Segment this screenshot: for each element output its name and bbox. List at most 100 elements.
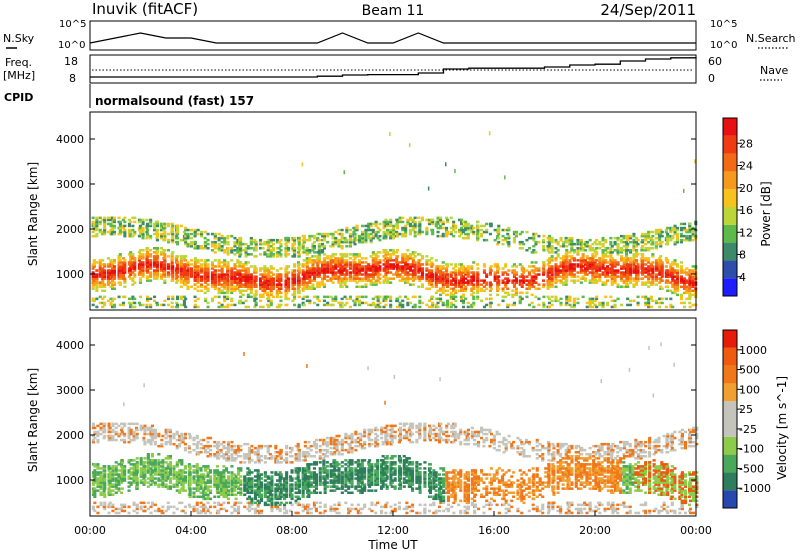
scatter-cell <box>206 259 210 262</box>
scatter-cell <box>620 279 624 282</box>
scatter-cell <box>170 259 174 262</box>
scatter-cell <box>396 234 400 238</box>
scatter-cell <box>651 277 655 280</box>
scatter-cell <box>103 428 107 432</box>
scatter-cell <box>129 257 133 260</box>
scatter-cell <box>129 303 133 307</box>
scatter-cell <box>431 230 435 234</box>
scatter-cell <box>398 273 402 276</box>
scatter-cell <box>196 265 200 268</box>
scatter-cell <box>200 247 204 250</box>
scatter-cell <box>301 245 305 248</box>
scatter-cell <box>654 269 658 272</box>
scatter-cell <box>647 261 651 264</box>
scatter-cell <box>470 224 474 228</box>
scatter-cell <box>171 251 175 254</box>
scatter-cell <box>425 303 429 307</box>
scatter-cell <box>452 234 456 238</box>
scatter-cell <box>107 487 111 490</box>
scatter-cell <box>449 273 453 276</box>
scatter-cell <box>445 162 447 167</box>
scatter-cell <box>155 303 159 307</box>
scatter-cell <box>213 240 217 244</box>
scatter-cell <box>568 267 572 270</box>
scatter-cell <box>161 461 165 464</box>
scatter-cell <box>504 283 508 286</box>
scatter-cell <box>159 273 163 276</box>
scatter-cell <box>591 297 595 301</box>
scatter-cell <box>108 426 112 430</box>
scatter-cell <box>163 232 167 236</box>
scatter-cell <box>217 249 221 252</box>
scatter-cell <box>497 226 501 230</box>
scatter-cell <box>418 228 422 232</box>
scatter-cell <box>518 279 522 282</box>
scatter-cell <box>371 259 375 262</box>
scatter-cell <box>196 305 200 309</box>
scatter-cell <box>418 263 422 266</box>
scatter-cell <box>511 293 515 297</box>
scatter-cell <box>285 297 289 301</box>
scatter-cell <box>537 240 541 244</box>
scatter-cell <box>688 236 692 240</box>
scatter-cell <box>293 253 297 256</box>
scatter-cell <box>226 291 230 295</box>
scatter-cell <box>127 428 131 432</box>
scatter-cell <box>186 242 190 246</box>
scatter-cell <box>530 251 534 254</box>
scatter-cell <box>679 226 683 230</box>
scatter-cell <box>139 426 143 430</box>
scatter-cell <box>570 267 574 270</box>
scatter-cell <box>99 426 103 430</box>
scatter-cell <box>246 285 250 288</box>
scatter-cell <box>111 216 115 220</box>
scatter-cell <box>378 277 382 280</box>
scatter-cell <box>271 279 275 282</box>
scatter-cell <box>647 232 651 236</box>
scatter-cell <box>340 257 344 260</box>
scatter-cell <box>239 253 243 256</box>
scatter-cell <box>550 279 554 282</box>
scatter-cell <box>334 242 338 246</box>
scatter-cell <box>241 269 245 272</box>
scatter-cell <box>96 489 100 492</box>
scatter-cell <box>146 261 150 264</box>
scatter-cell <box>629 275 633 278</box>
scatter-cell <box>622 236 626 240</box>
scatter-cell <box>562 242 566 246</box>
scatter-cell <box>461 283 465 286</box>
scatter-cell <box>660 230 664 234</box>
scatter-cell <box>632 247 636 250</box>
scatter-cell <box>135 432 139 436</box>
scatter-cell <box>297 289 301 292</box>
scatter-cell <box>595 295 599 299</box>
scatter-cell <box>493 228 497 232</box>
scatter-cell <box>671 273 675 276</box>
scatter-cell <box>184 277 188 280</box>
scatter-cell <box>217 287 221 290</box>
scatter-cell <box>343 273 347 276</box>
scatter-cell <box>647 240 651 244</box>
scatter-cell <box>114 422 118 426</box>
scatter-cell <box>220 303 224 307</box>
scatter-cell <box>470 281 474 284</box>
scatter-cell <box>530 269 534 272</box>
noise-frame <box>89 20 697 51</box>
scatter-cell <box>239 289 243 292</box>
scatter-cell <box>570 245 574 248</box>
scatter-cell <box>111 493 115 496</box>
scatter-cell <box>482 263 486 266</box>
scatter-cell <box>364 257 368 260</box>
scatter-cell <box>644 259 648 262</box>
scatter-cell <box>673 226 677 230</box>
scatter-cell <box>418 269 422 272</box>
scatter-cell <box>537 303 541 307</box>
scatter-cell <box>537 283 541 286</box>
scatter-cell <box>176 255 180 258</box>
scatter-cell <box>675 285 679 288</box>
scatter-cell <box>532 277 536 280</box>
scatter-cell <box>601 301 605 305</box>
scatter-cell <box>644 275 648 278</box>
scatter-cell <box>396 232 400 236</box>
scatter-cell <box>547 234 551 238</box>
